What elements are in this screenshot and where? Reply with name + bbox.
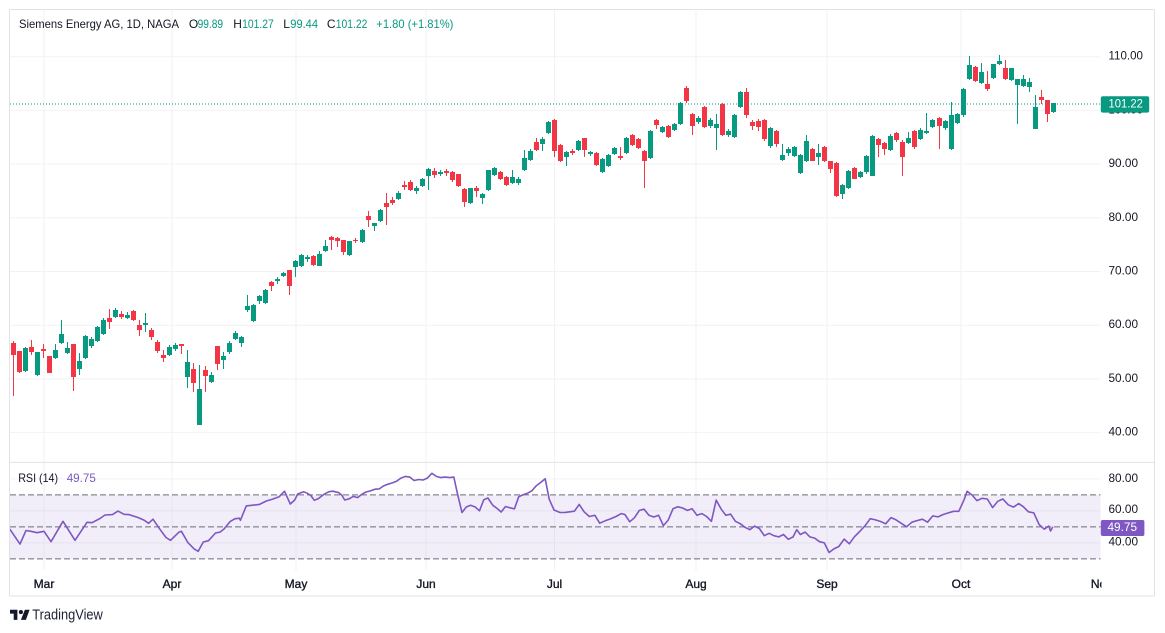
svg-text:49.75: 49.75 bbox=[67, 471, 96, 485]
svg-text:Mar: Mar bbox=[34, 577, 55, 591]
svg-text:60.00: 60.00 bbox=[1109, 319, 1139, 331]
svg-text:99.89: 99.89 bbox=[198, 17, 224, 31]
svg-text:L: L bbox=[283, 17, 290, 31]
svg-text:90.00: 90.00 bbox=[1109, 158, 1139, 170]
svg-text:50.00: 50.00 bbox=[1109, 373, 1139, 385]
svg-text:101.22: 101.22 bbox=[336, 17, 368, 31]
svg-text:May: May bbox=[285, 577, 308, 591]
svg-text:80.00: 80.00 bbox=[1109, 473, 1139, 485]
svg-text:110.00: 110.00 bbox=[1109, 51, 1143, 63]
svg-text:O: O bbox=[189, 17, 198, 31]
svg-text:C: C bbox=[327, 17, 336, 31]
svg-text:Nov: Nov bbox=[1091, 577, 1112, 591]
svg-text:Aug: Aug bbox=[685, 577, 706, 591]
svg-text:80.00: 80.00 bbox=[1109, 212, 1139, 224]
svg-text:TradingView: TradingView bbox=[32, 607, 103, 624]
svg-text:Siemens Energy AG, 1D, NAGA: Siemens Energy AG, 1D, NAGA bbox=[19, 17, 179, 31]
svg-text:Jun: Jun bbox=[416, 577, 435, 591]
svg-text:Apr: Apr bbox=[163, 577, 182, 591]
svg-text:101.22: 101.22 bbox=[1109, 99, 1143, 111]
svg-text:101.27: 101.27 bbox=[242, 17, 274, 31]
svg-text:Sep: Sep bbox=[816, 577, 838, 591]
svg-text:+1.80 (+1.81%): +1.80 (+1.81%) bbox=[376, 17, 453, 31]
svg-text:40.00: 40.00 bbox=[1109, 536, 1139, 548]
svg-text:RSI (14): RSI (14) bbox=[18, 471, 58, 485]
svg-text:40.00: 40.00 bbox=[1109, 427, 1139, 439]
svg-text:49.75: 49.75 bbox=[1108, 522, 1138, 534]
svg-text:Oct: Oct bbox=[952, 577, 971, 591]
svg-text:Jul: Jul bbox=[547, 577, 562, 591]
svg-text:H: H bbox=[233, 17, 242, 31]
svg-text:60.00: 60.00 bbox=[1109, 504, 1139, 516]
svg-text:99.44: 99.44 bbox=[290, 17, 318, 31]
svg-text:70.00: 70.00 bbox=[1109, 266, 1139, 278]
